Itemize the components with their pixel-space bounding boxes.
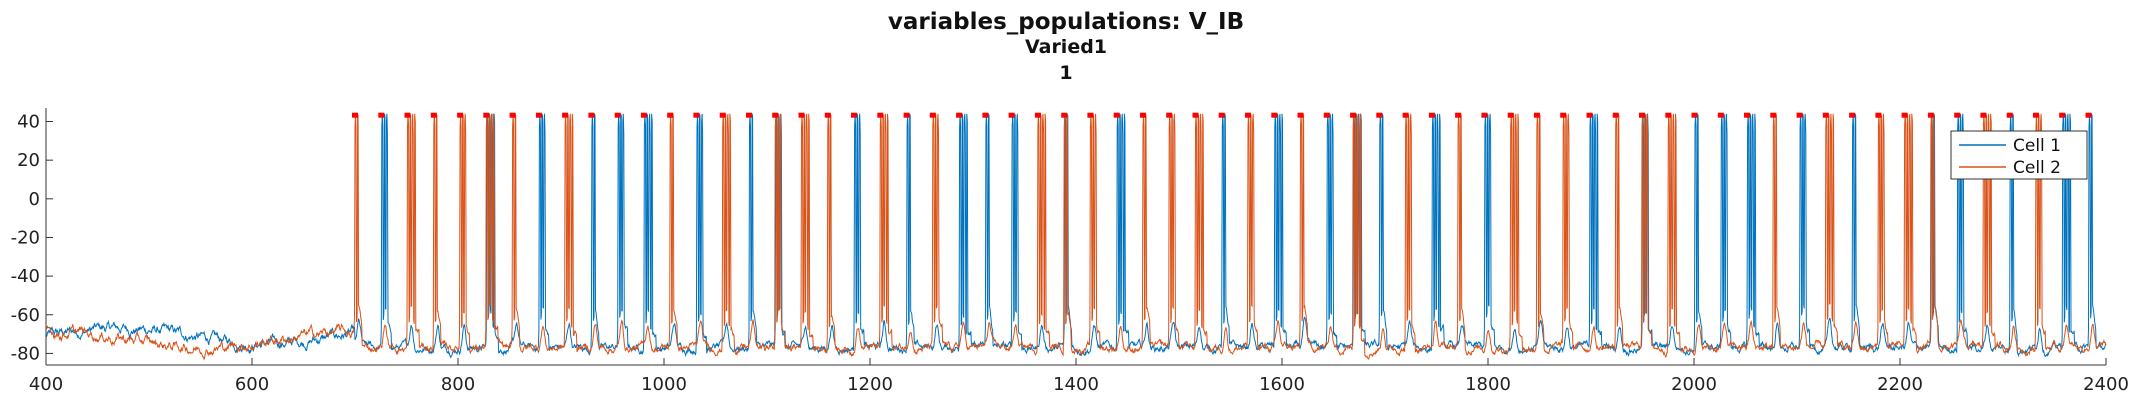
- x-tick-label: 1800: [1465, 374, 1511, 395]
- spike-marker: [1297, 112, 1304, 118]
- spike-marker: [1140, 112, 1146, 118]
- spike-marker: [1087, 112, 1094, 118]
- spike-marker: [562, 112, 569, 118]
- y-tick-label: 40: [17, 112, 40, 133]
- y-tick-label: -80: [11, 343, 40, 364]
- spike-marker: [667, 112, 674, 118]
- axes: 400 600 800 1000 1200 1400 1600 1800 2000 2200 240…: [11, 108, 2129, 395]
- y-tick-label: 0: [29, 189, 40, 210]
- spike-marker: [1113, 112, 1120, 118]
- y-tick-label: 20: [17, 150, 40, 171]
- spike-marker: [746, 112, 752, 118]
- y-tick-label: -20: [11, 227, 40, 248]
- spike-marker: [1481, 112, 1488, 118]
- spike-marker: [640, 112, 647, 118]
- spike-marker: [378, 112, 385, 118]
- spike-marker: [1875, 112, 1882, 118]
- spike-marker: [1061, 112, 1068, 118]
- series-group: [45, 113, 2107, 361]
- spike-marker: [1849, 112, 1856, 118]
- spike-marker: [1166, 112, 1173, 118]
- spike-marker: [1323, 112, 1330, 118]
- spike-marker: [1245, 112, 1251, 118]
- chart-subtitle-2: 1: [1059, 62, 1072, 84]
- chart-subtitle: Varied1: [1025, 36, 1107, 58]
- spike-marker: [1586, 112, 1593, 118]
- spike-marker: [1665, 112, 1672, 118]
- spike-marker: [903, 112, 910, 118]
- spike-marker: [772, 112, 779, 118]
- x-tick-label: 2400: [2083, 374, 2129, 395]
- spike-marker: [693, 112, 700, 118]
- spike-marker: [1927, 112, 1934, 118]
- spike-marker: [1744, 112, 1750, 118]
- spike-marker: [614, 112, 621, 118]
- spike-marker: [798, 112, 805, 118]
- x-tick-label: 1400: [1053, 374, 1099, 395]
- spike-marker: [588, 112, 595, 118]
- spike-marker: [1770, 112, 1777, 118]
- legend-label-cell-1: Cell 1: [2013, 136, 2061, 156]
- chart-title: variables_populations: V_IB: [888, 9, 1244, 35]
- spike-marker: [982, 112, 989, 118]
- legend-box: [1950, 130, 2088, 180]
- spike-marker: [1954, 112, 1961, 118]
- spike-marker: [1402, 112, 1409, 118]
- spike-marker: [2033, 112, 2039, 118]
- x-tick-label: 2000: [1671, 374, 1717, 395]
- x-tick-label: 800: [441, 374, 475, 395]
- spike-marker: [1455, 112, 1462, 118]
- spike-marker: [1376, 112, 1383, 118]
- spike-marker: [1428, 112, 1435, 118]
- spike-marker: [824, 112, 831, 118]
- x-tick-label: 1000: [641, 374, 687, 395]
- spike-marker: [1717, 112, 1724, 118]
- spike-marker: [719, 112, 726, 118]
- spike-marker: [2085, 112, 2092, 118]
- spike-marker: [851, 112, 857, 118]
- y-tick-label: -60: [11, 305, 40, 326]
- spike-marker: [2059, 112, 2066, 118]
- spike-marker: [1192, 112, 1199, 118]
- spike-marker: [929, 112, 936, 118]
- spike-marker: [1691, 112, 1698, 118]
- y-tick-label: -40: [11, 266, 40, 287]
- spike-marker: [1822, 112, 1829, 118]
- series-line-cell-2: [45, 113, 2107, 361]
- spike-marker: [2006, 112, 2013, 118]
- spike-marker: [1612, 112, 1619, 118]
- spike-marker: [1350, 112, 1357, 118]
- x-tick-label: 600: [235, 374, 269, 395]
- spike-marker: [430, 112, 437, 118]
- spike-marker: [1560, 112, 1567, 118]
- spike-marker: [1218, 112, 1225, 118]
- spike-marker: [1507, 112, 1514, 118]
- x-tick-label: 2200: [1877, 374, 1923, 395]
- spike-marker: [1980, 112, 1987, 118]
- spike-marker: [877, 112, 884, 118]
- spike-marker: [535, 112, 542, 118]
- spike-marker: [1639, 112, 1645, 118]
- spike-marker: [509, 112, 516, 118]
- spike-marker: [1796, 112, 1803, 118]
- spike-marker: [1901, 112, 1908, 118]
- legend-label-cell-2: Cell 2: [2013, 158, 2061, 178]
- plot-area: 400 600 800 1000 1200 1400 1600 1800 2000 2200 240…: [11, 108, 2129, 395]
- x-tick-label: 1200: [847, 374, 893, 395]
- x-tick-label: 400: [29, 374, 63, 395]
- spike-marker: [1008, 112, 1015, 118]
- spike-marker: [352, 112, 358, 118]
- spike-marker: [956, 112, 963, 118]
- spike-markers: [352, 112, 2092, 118]
- spike-marker: [1533, 112, 1540, 118]
- legend: Cell 1 Cell 2: [1950, 130, 2088, 180]
- spike-marker: [1034, 112, 1041, 118]
- x-tick-label: 1600: [1259, 374, 1305, 395]
- spike-marker: [483, 112, 490, 118]
- spike-marker: [457, 112, 464, 118]
- spike-marker: [404, 112, 411, 118]
- spike-marker: [1271, 112, 1278, 118]
